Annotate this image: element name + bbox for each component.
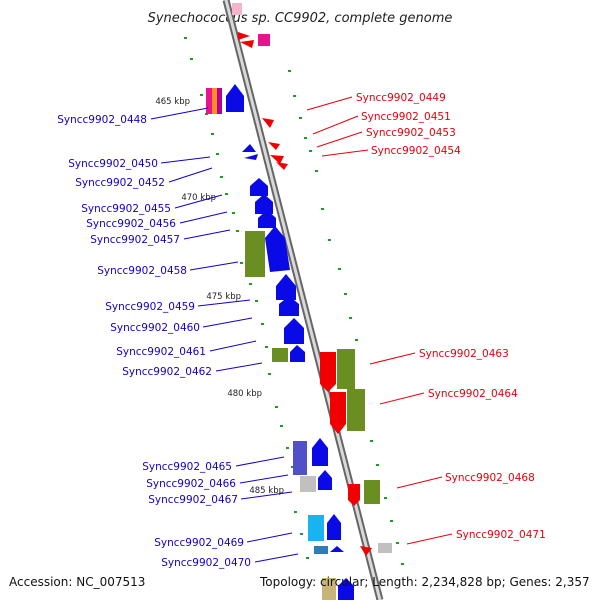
scale-ticks [184,37,404,565]
accession-text: Accession: NC_007513 [9,575,145,589]
gene-top-magenta[interactable] [258,34,270,46]
gene-0464-olive[interactable] [347,389,365,431]
gene-0471-gray[interactable] [378,543,392,553]
gene-0466-gray[interactable] [300,476,316,492]
gene-0462-arrow[interactable] [290,345,305,362]
gene-label-0456[interactable]: Syncc9902_0456 [86,218,176,230]
gene-0452-arrow[interactable] [244,154,258,160]
scale-label-485: 485 kbp [249,486,284,496]
gene-0469-arrow[interactable] [327,514,341,540]
scale-label-470: 470 kbp [181,193,216,203]
gene-label-0466[interactable]: Syncc9902_0466 [146,478,236,490]
gene-0458-olive[interactable] [245,231,265,277]
gene-tail-arrow[interactable] [338,578,354,600]
right-gene-labels: Syncc9902_0449 Syncc9902_0451 Syncc9902_… [356,92,546,541]
forward-strand-genes [232,3,392,556]
gene-0459b-arrow[interactable] [279,296,299,316]
gene-0460-arrow[interactable] [284,318,304,344]
gene-label-0451[interactable]: Syncc9902_0451 [361,111,451,123]
gene-label-0450[interactable]: Syncc9902_0450 [68,158,158,170]
map-title: Synechococcus sp. CC9902, complete genom… [148,11,453,26]
gene-label-0455[interactable]: Syncc9902_0455 [81,203,171,215]
gene-0465-purple[interactable] [293,441,307,475]
gene-label-0453[interactable]: Syncc9902_0453 [366,127,456,139]
reverse-strand-genes [206,84,354,600]
gene-label-0469[interactable]: Syncc9902_0469 [154,537,244,549]
gene-label-0457[interactable]: Syncc9902_0457 [90,234,180,246]
gene-0466-arrow[interactable] [318,470,332,490]
gene-label-0458[interactable]: Syncc9902_0458 [97,265,187,277]
left-gene-labels: Syncc9902_0448 Syncc9902_0450 Syncc9902_… [57,114,251,569]
gene-0449-arrow[interactable] [262,118,274,128]
gene-label-0449[interactable]: Syncc9902_0449 [356,92,446,104]
gene-0448-block[interactable] [206,84,244,114]
gene-0454-arrow[interactable] [276,162,288,170]
gene-label-0448[interactable]: Syncc9902_0448 [57,114,147,126]
genome-summary-text: Topology: circular; Length: 2,234,828 bp… [259,575,590,589]
gene-0463-arrow[interactable] [320,352,336,392]
gene-label-0454[interactable]: Syncc9902_0454 [371,145,461,157]
gene-label-0470[interactable]: Syncc9902_0470 [161,557,251,569]
gene-0458-arrow[interactable] [265,226,290,272]
gene-label-0459[interactable]: Syncc9902_0459 [105,301,195,313]
gene-0468-olive[interactable] [364,480,380,504]
gene-0468-arrow[interactable] [348,484,360,506]
gene-label-0465[interactable]: Syncc9902_0465 [142,461,232,473]
gene-label-0460[interactable]: Syncc9902_0460 [110,322,200,334]
gene-0464-arrow[interactable] [330,392,346,434]
gene-label-0468[interactable]: Syncc9902_0468 [445,472,535,484]
gene-label-0462[interactable]: Syncc9902_0462 [122,366,212,378]
gene-label-0463[interactable]: Syncc9902_0463 [419,348,509,360]
gene-label-0461[interactable]: Syncc9902_0461 [116,346,206,358]
gene-top-pink[interactable] [232,3,242,15]
gene-label-0467[interactable]: Syncc9902_0467 [148,494,238,506]
gene-0451-arrow[interactable] [268,142,280,150]
gene-0463-olive[interactable] [337,349,355,389]
gene-0461-olive[interactable] [272,348,288,362]
gene-top-red-2[interactable] [240,40,254,48]
scale-label-475: 475 kbp [206,292,241,302]
gene-0456-arrow[interactable] [255,194,273,214]
gene-0459-arrow[interactable] [276,274,296,300]
gene-0457-arrow[interactable] [258,210,276,228]
gene-0469-cyan[interactable] [308,515,324,541]
right-connectors [306,96,453,545]
gene-tail-olive[interactable] [322,578,336,600]
left-connectors [150,107,299,563]
gene-label-0452[interactable]: Syncc9902_0452 [75,177,165,189]
gene-0470-arrow[interactable] [330,546,344,552]
gene-label-0464[interactable]: Syncc9902_0464 [428,388,518,400]
gene-top-red-1[interactable] [238,32,250,40]
scale-label-480: 480 kbp [227,389,262,399]
gene-0465-arrow[interactable] [312,438,328,466]
gene-0450-arrow[interactable] [242,144,256,152]
gene-0471-arrow[interactable] [360,546,372,556]
gene-0453-arrow[interactable] [270,155,284,164]
gene-0455-arrow[interactable] [250,178,268,196]
scale-label-465: 465 kbp [155,97,190,107]
gene-0470-teal[interactable] [314,546,328,554]
gene-label-0471[interactable]: Syncc9902_0471 [456,529,546,541]
